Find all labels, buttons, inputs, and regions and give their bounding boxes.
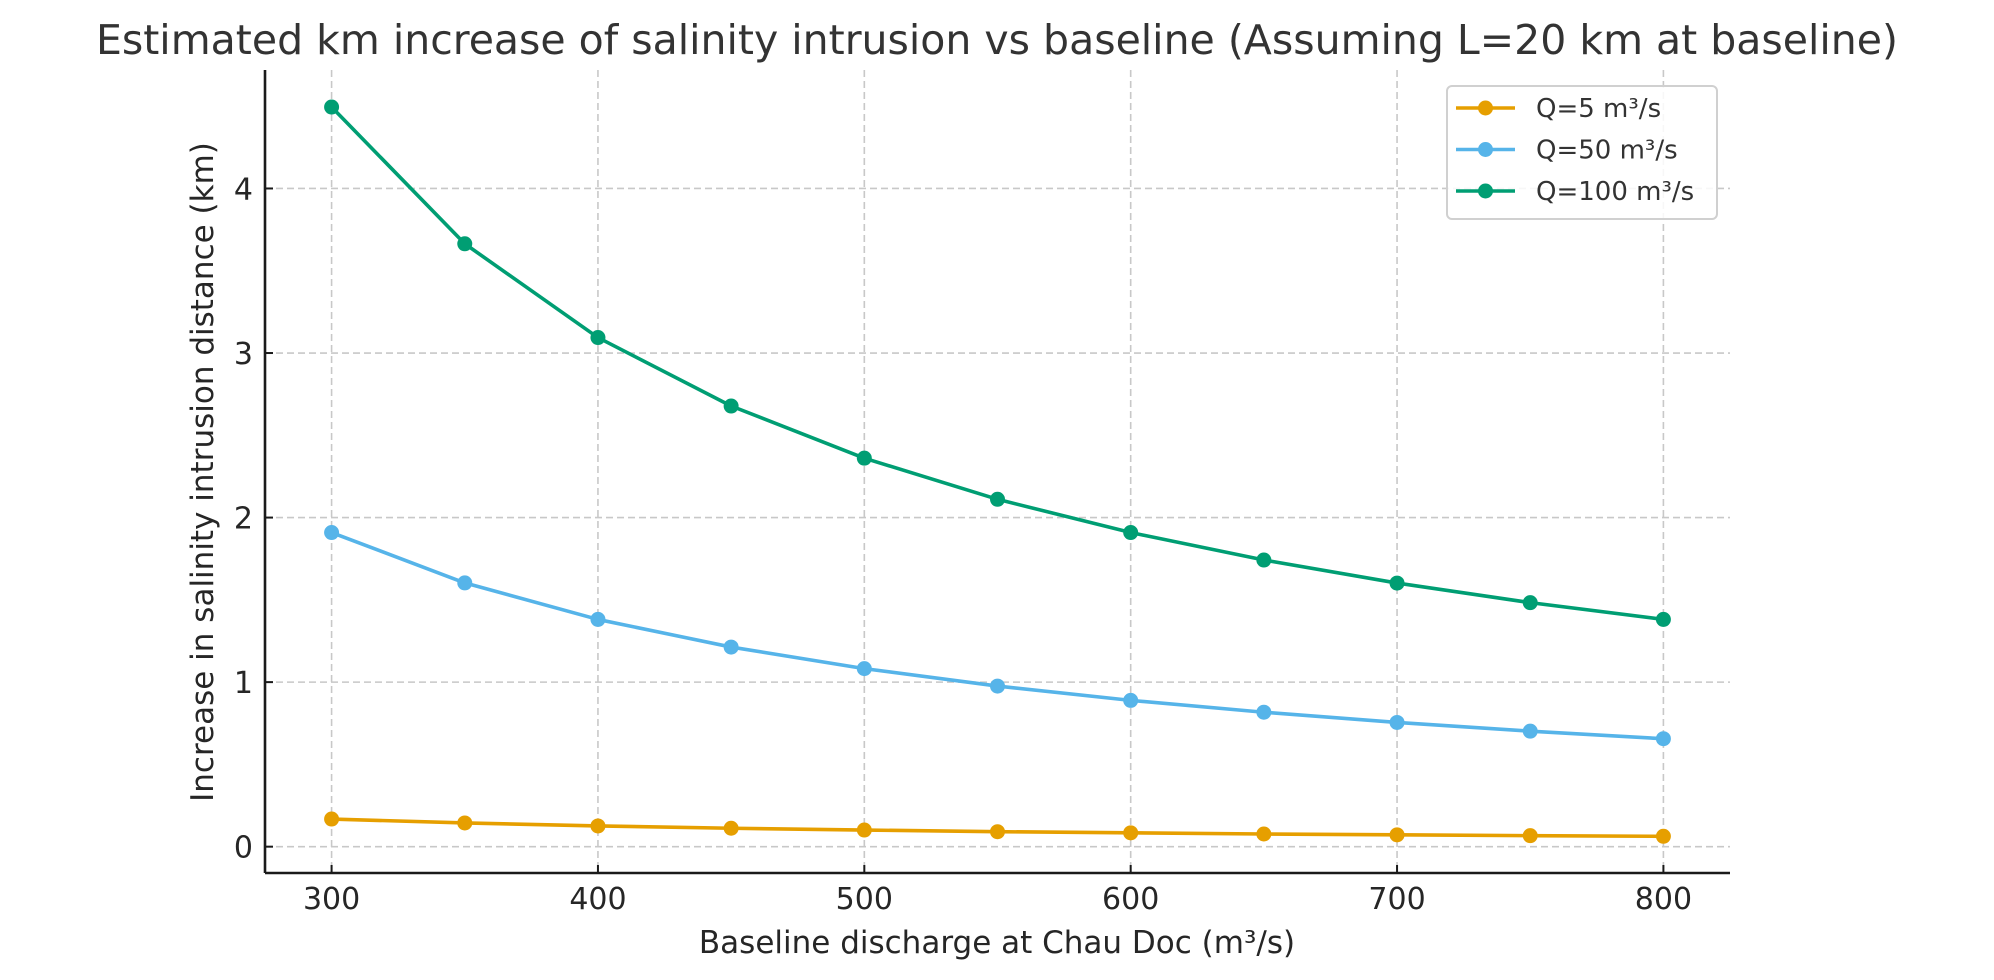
- y-tick-label: 3: [234, 337, 253, 372]
- series-3: [324, 99, 1671, 627]
- x-tick-label: 400: [569, 882, 626, 917]
- data-point: [1522, 723, 1538, 739]
- data-point: [1389, 575, 1405, 591]
- legend: Q=5 m³/s Q=50 m³/s Q=100 m³/s: [1446, 85, 1718, 220]
- data-point: [1256, 826, 1272, 842]
- y-tick-label: 2: [234, 502, 253, 537]
- data-point: [1522, 595, 1538, 611]
- y-tick-label: 0: [234, 831, 253, 866]
- legend-item: Q=5 m³/s: [1456, 94, 1661, 124]
- legend-label: Q=5 m³/s: [1536, 94, 1661, 124]
- data-point: [990, 678, 1005, 694]
- x-tick-label: 700: [1368, 882, 1425, 917]
- data-point: [1123, 525, 1139, 541]
- data-point: [324, 99, 340, 115]
- legend-box: [1446, 85, 1718, 220]
- legend-item: Q=100 m³/s: [1456, 177, 1694, 207]
- x-tick-label: 600: [1102, 882, 1159, 917]
- data-point: [990, 824, 1005, 840]
- data-point: [1389, 827, 1405, 843]
- legend-label: Q=100 m³/s: [1536, 177, 1694, 207]
- data-point: [990, 491, 1005, 507]
- data-point: [1123, 825, 1139, 841]
- x-axis-label: Baseline discharge at Chau Doc (m³/s): [699, 925, 1295, 961]
- data-point: [856, 822, 872, 838]
- plot-series: [324, 99, 1671, 844]
- data-point: [723, 820, 739, 836]
- legend-label: Q=50 m³/s: [1536, 136, 1678, 166]
- data-point: [856, 661, 872, 677]
- data-point: [457, 815, 473, 831]
- data-point: [1389, 714, 1405, 730]
- data-point: [590, 611, 606, 627]
- chart-title: Estimated km increase of salinity intrus…: [96, 16, 1898, 64]
- data-point: [457, 236, 473, 252]
- data-point: [723, 398, 739, 414]
- y-axis-label: Increase in salinity intrusion distance …: [185, 142, 221, 802]
- data-point: [324, 525, 340, 541]
- data-point: [723, 639, 739, 655]
- y-tick-label: 1: [234, 666, 253, 701]
- y-axis-ticks: 0 1 2 3 4: [234, 172, 273, 866]
- x-tick-label: 500: [836, 882, 893, 917]
- series-2: [324, 525, 1671, 747]
- axes: [263, 70, 1730, 875]
- legend-swatch-marker: [1478, 142, 1493, 157]
- x-axis-ticks: 300 400 500 600 700 800: [303, 865, 1692, 917]
- data-point: [1655, 731, 1671, 747]
- data-point: [1522, 828, 1538, 844]
- legend-item: Q=50 m³/s: [1456, 136, 1678, 166]
- data-point: [457, 575, 473, 591]
- legend-swatch-marker: [1478, 100, 1493, 116]
- data-point: [590, 818, 606, 834]
- data-point: [1655, 611, 1671, 627]
- data-point: [856, 450, 872, 466]
- data-point: [590, 330, 606, 346]
- x-tick-label: 300: [303, 882, 360, 917]
- series-1: [324, 811, 1671, 844]
- legend-swatch-marker: [1478, 183, 1493, 199]
- series-line: [330, 530, 1664, 741]
- data-point: [1256, 552, 1272, 568]
- y-tick-label: 4: [234, 172, 253, 207]
- data-point: [1123, 692, 1139, 708]
- data-point: [324, 811, 340, 827]
- data-point: [1256, 704, 1272, 720]
- x-tick-label: 800: [1635, 882, 1692, 917]
- data-point: [1655, 828, 1671, 844]
